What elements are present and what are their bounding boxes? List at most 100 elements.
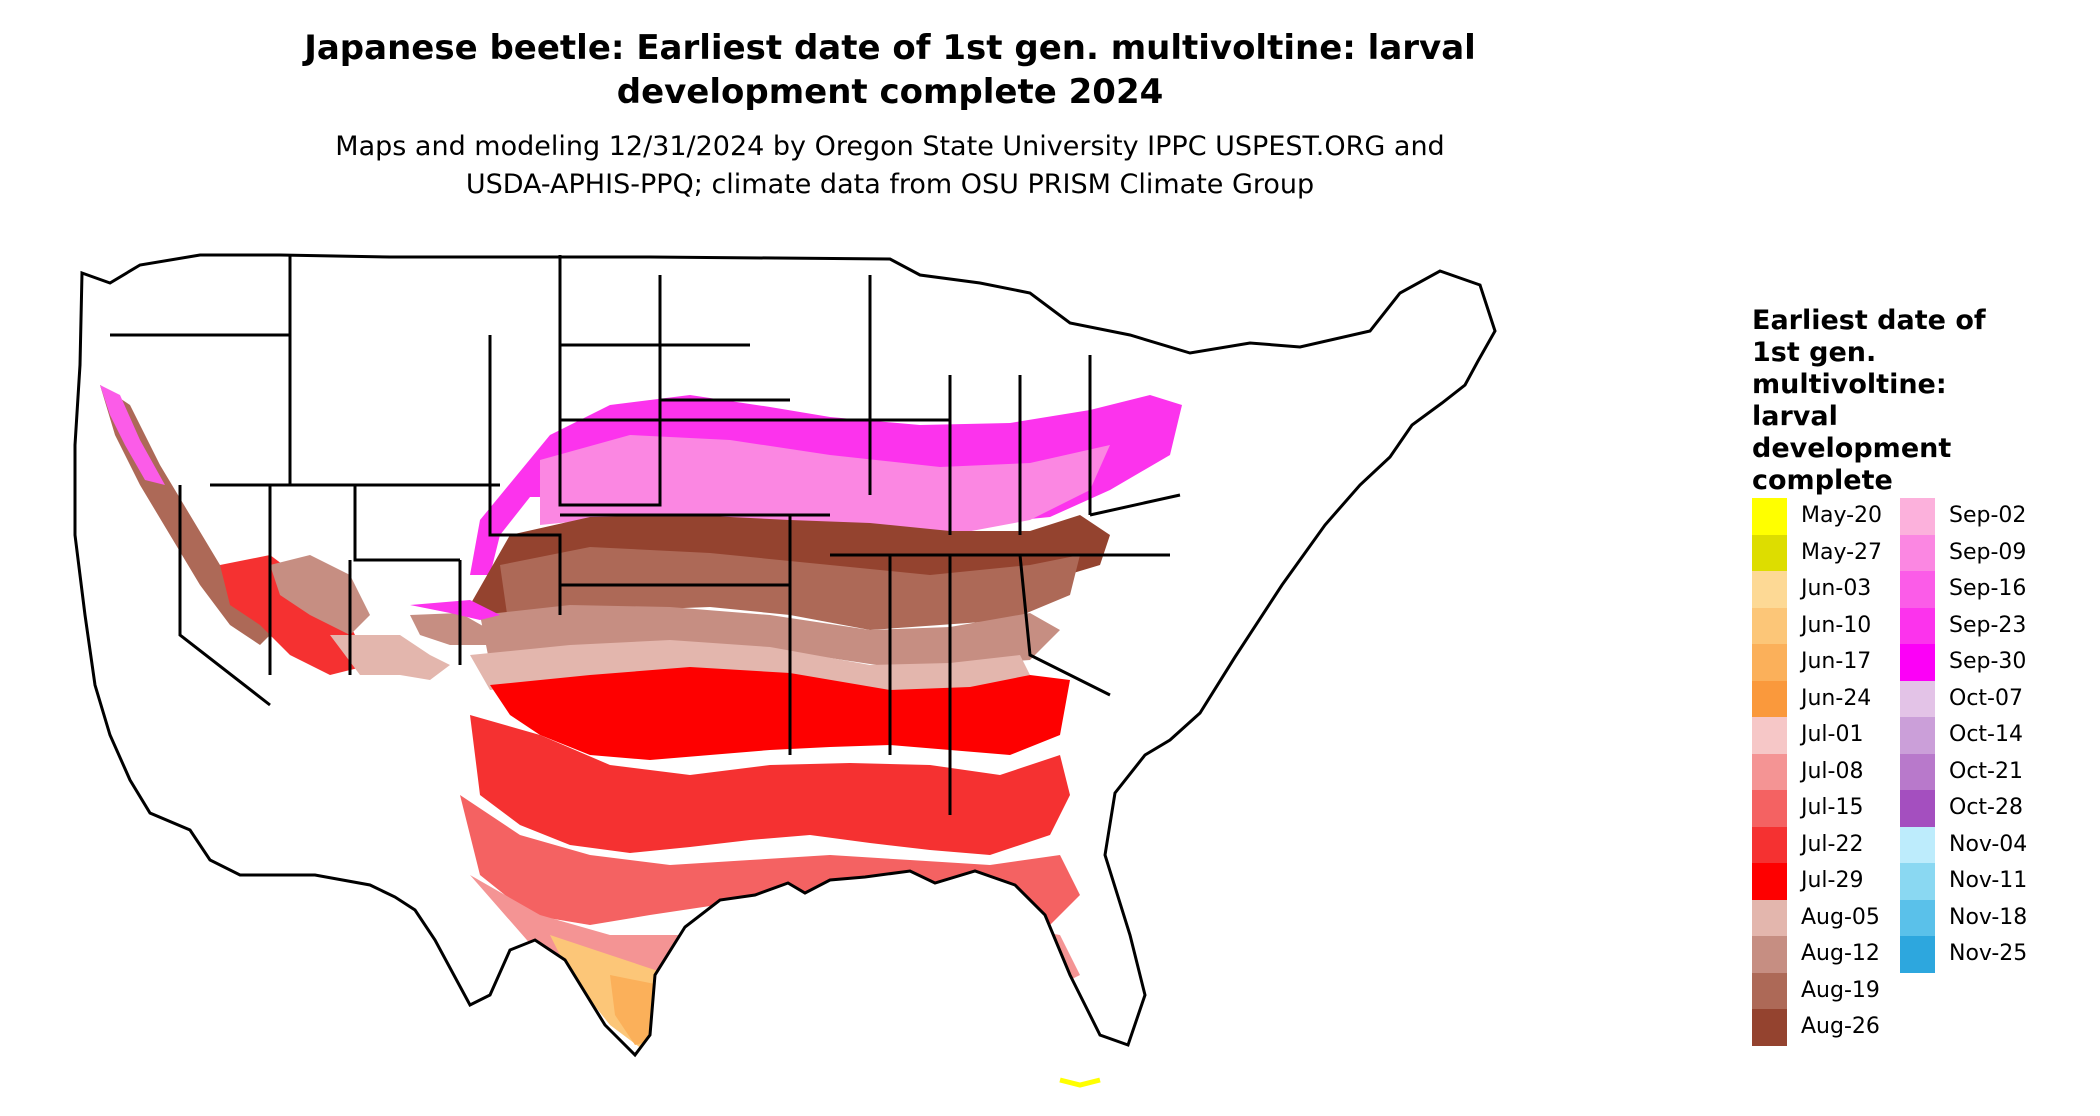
legend-label: Sep-02 [1949,503,2027,529]
legend-swatch [1752,498,1787,535]
legend-item: Oct-14 [1900,717,2070,754]
legend-label: Sep-16 [1949,576,2027,602]
map-subtitle-line-2: USDA-APHIS-PPQ; climate data from OSU PR… [465,169,1315,200]
legend-label: Nov-18 [1949,904,2028,930]
legend-column-1: May-20 May-27 Jun-03 Jun-10 Jun-17 Jun-2… [1752,498,1922,1046]
legend-swatch [1900,534,1935,571]
legend-item: Aug-19 [1752,972,1922,1009]
legend-swatch [1752,790,1787,827]
legend-swatch [1900,936,1935,973]
legend-label: Aug-19 [1801,977,1880,1003]
legend-label: Oct-14 [1949,722,2023,748]
florida-keys [1059,1077,1101,1088]
map-subtitle-line-1: Maps and modeling 12/31/2024 by Oregon S… [335,131,1445,162]
legend-label: Nov-11 [1949,868,2028,894]
legend-label: Aug-05 [1801,904,1880,930]
legend-label: Jul-01 [1801,722,1864,748]
legend-item: Jun-10 [1752,607,1922,644]
legend-item: Nov-18 [1900,899,2070,936]
border-dakotas [558,255,662,507]
legend-swatch [1752,899,1787,936]
zone-southwest-desert [220,555,370,675]
legend-item: Sep-02 [1900,498,2070,535]
legend-item: Oct-21 [1900,753,2070,790]
legend-swatch [1752,607,1787,644]
legend-swatch [1752,972,1787,1009]
legend-item: Aug-05 [1752,899,1922,936]
legend-swatch [1752,717,1787,754]
legend-swatch [1900,498,1935,535]
legend-swatch [1752,1009,1787,1046]
legend-label: Jun-10 [1801,612,1872,638]
legend-label: Nov-04 [1949,831,2028,857]
zone-new-mexico-edge [410,600,500,620]
map-title-line-1: Japanese beetle: Earliest date of 1st ge… [304,28,1476,68]
legend-item: Jul-01 [1752,717,1922,754]
legend-swatch [1752,936,1787,973]
legend-swatch [1900,644,1935,681]
zone-florida-inner [1020,965,1070,1035]
map-title-line-2: development complete 2024 [616,72,1164,112]
legend-label: Jul-08 [1801,758,1864,784]
legend-label: Sep-09 [1949,539,2027,565]
border-wyoming-colorado [488,335,562,615]
legend-swatch [1900,717,1935,754]
legend-label: May-20 [1801,503,1883,529]
legend-item: Nov-25 [1900,936,2070,973]
legend-item: May-27 [1752,534,1922,571]
legend-label: Oct-07 [1949,685,2023,711]
border-nevada-west [178,485,271,707]
legend-item: Sep-23 [1900,607,2070,644]
legend-label: Jun-03 [1801,576,1872,602]
legend-label: Jun-17 [1801,649,1872,675]
zone-jul-29 [490,667,1070,760]
legend-item: Sep-30 [1900,644,2070,681]
zone-arizona-highlands [270,555,370,635]
legend-item: Oct-07 [1900,680,2070,717]
border-utah [353,485,460,562]
legend-label: Jul-22 [1801,831,1864,857]
legend-swatch [1900,680,1935,717]
legend-swatch [1752,680,1787,717]
legend-item: Aug-12 [1752,936,1922,973]
legend-label: May-27 [1801,539,1883,565]
legend-item: Sep-16 [1900,571,2070,608]
legend-swatch [1900,753,1935,790]
legend-swatch [1752,644,1787,681]
legend-label: Nov-25 [1949,941,2028,967]
legend-item: Jun-24 [1752,680,1922,717]
map-subtitle: Maps and modeling 12/31/2024 by Oregon S… [200,128,1580,204]
legend-title: Earliest date of 1st gen. multivoltine: … [1752,305,1986,496]
us-map [70,235,1750,1115]
legend-item: Sep-09 [1900,534,2070,571]
legend-item: Jul-29 [1752,863,1922,900]
zone-sep-09 [540,435,1110,535]
legend-swatch [1900,790,1935,827]
legend-item: Nov-04 [1900,826,2070,863]
us-map-svg [73,253,1497,1088]
legend-label: Jul-15 [1801,795,1864,821]
zone-arizona-south [330,635,450,680]
legend-item: Jun-03 [1752,571,1922,608]
legend-swatch [1752,753,1787,790]
zone-new-mexico-south [410,613,490,645]
legend-swatch [1900,571,1935,608]
legend-item: Jul-15 [1752,790,1922,827]
zone-california-north [100,385,165,485]
legend-item: Nov-11 [1900,863,2070,900]
legend-swatch [1900,899,1935,936]
state-boundaries [73,253,1497,1057]
legend-item: May-20 [1752,498,1922,535]
zone-aug-12 [480,605,1060,667]
legend-swatch [1752,571,1787,608]
legend-label: Oct-21 [1949,758,2023,784]
legend-swatch [1900,607,1935,644]
legend-swatch [1900,863,1935,900]
legend-swatch [1752,534,1787,571]
legend-item: Aug-26 [1752,1009,1922,1046]
legend-column-2: Sep-02 Sep-09 Sep-16 Sep-23 Sep-30 Oct-0… [1900,498,2070,973]
border-va-nc [1089,493,1181,517]
legend-label: Jul-29 [1801,868,1864,894]
legend-label: Sep-30 [1949,649,2027,675]
legend-swatch [1752,863,1787,900]
